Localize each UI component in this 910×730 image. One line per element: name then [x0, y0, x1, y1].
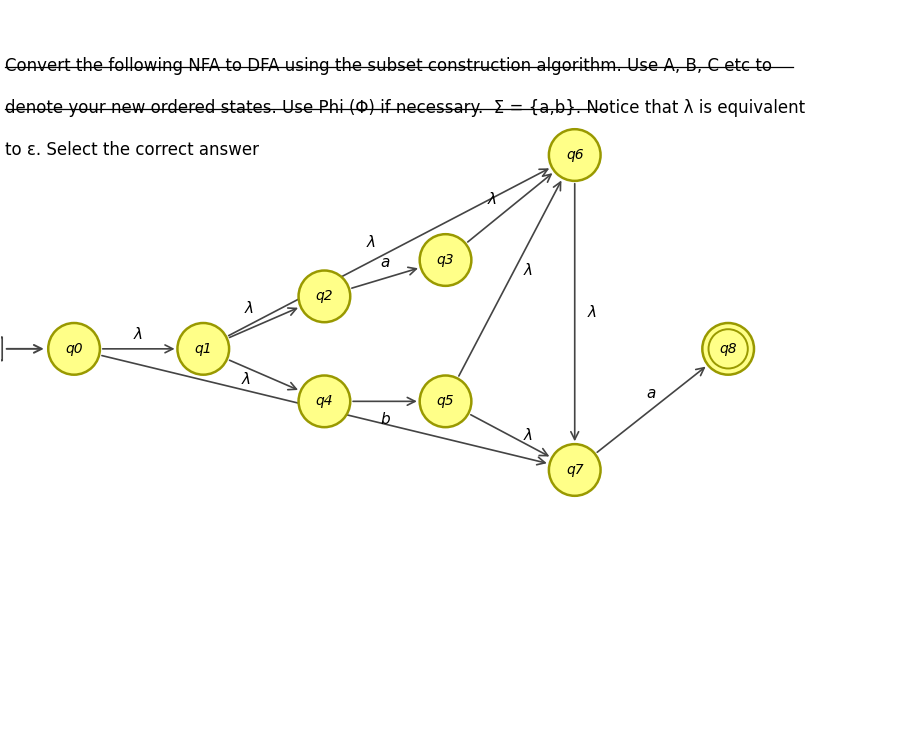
Text: b: b	[380, 412, 389, 426]
Circle shape	[549, 444, 601, 496]
Text: to ε. Select the correct answer: to ε. Select the correct answer	[5, 140, 259, 158]
Text: q2: q2	[316, 289, 333, 304]
Text: q4: q4	[316, 394, 333, 408]
Text: λ: λ	[302, 402, 311, 417]
Text: λ: λ	[134, 327, 143, 342]
Circle shape	[703, 323, 754, 374]
Text: λ: λ	[523, 263, 532, 277]
Text: q8: q8	[719, 342, 737, 356]
Text: q5: q5	[437, 394, 454, 408]
Circle shape	[177, 323, 229, 374]
Circle shape	[420, 375, 471, 427]
Text: q3: q3	[437, 253, 454, 267]
Text: q6: q6	[566, 148, 583, 162]
Text: a: a	[380, 255, 389, 269]
Text: q7: q7	[566, 463, 583, 477]
Text: λ: λ	[245, 301, 254, 315]
Text: λ: λ	[488, 192, 497, 207]
Circle shape	[549, 129, 601, 181]
Text: λ: λ	[588, 305, 597, 320]
Text: denote your new ordered states. Use Phi (Φ) if necessary.  Σ = {a,b}. Notice tha: denote your new ordered states. Use Phi …	[5, 99, 805, 117]
Circle shape	[48, 323, 100, 374]
Circle shape	[298, 375, 350, 427]
Text: λ: λ	[367, 235, 376, 250]
Text: a: a	[647, 385, 656, 401]
Text: q0: q0	[66, 342, 83, 356]
Text: λ: λ	[241, 372, 250, 387]
Circle shape	[420, 234, 471, 286]
Circle shape	[298, 271, 350, 322]
Text: Convert the following NFA to DFA using the subset construction algorithm. Use A,: Convert the following NFA to DFA using t…	[5, 56, 773, 74]
Text: q1: q1	[195, 342, 212, 356]
Text: λ: λ	[523, 429, 532, 443]
